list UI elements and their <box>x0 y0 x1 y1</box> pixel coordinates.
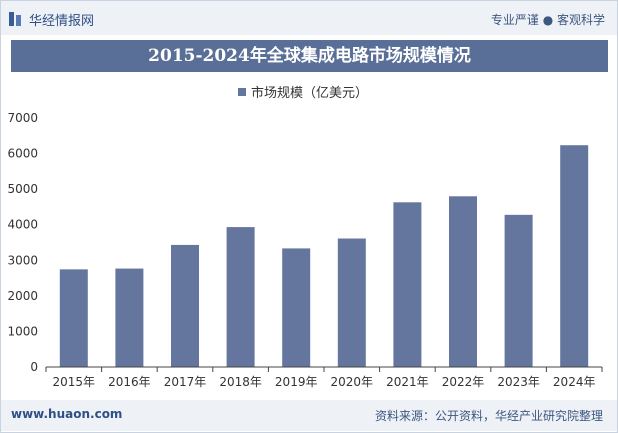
footer-bar: www.huaon.com 资料来源：公开资料，华经产业研究院整理 <box>1 400 617 431</box>
y-tick-label: 2000 <box>7 289 38 303</box>
bar <box>59 269 88 367</box>
bar <box>226 227 255 367</box>
x-tick-label: 2018年 <box>219 375 262 389</box>
x-tick-label: 2023年 <box>497 375 540 389</box>
x-tick-label: 2020年 <box>331 375 374 389</box>
y-tick-label: 5000 <box>7 182 38 196</box>
y-axis: 0 1000 2000 3000 4000 5000 6000 7000 <box>7 111 38 374</box>
x-tick-label: 2019年 <box>275 375 318 389</box>
legend-swatch <box>238 88 246 96</box>
bar <box>393 202 422 367</box>
y-tick-label: 0 <box>30 360 38 374</box>
x-tick-label: 2015年 <box>53 375 96 389</box>
x-tick-label: 2024年 <box>553 375 596 389</box>
y-tick-label: 3000 <box>7 253 38 267</box>
x-tick-label: 2017年 <box>164 375 207 389</box>
bar <box>171 244 199 367</box>
y-tick-label: 4000 <box>7 218 38 232</box>
x-axis: 2015年 2016年 2017年 2018年 2019年 2020年 2021年 2022年… <box>45 366 603 389</box>
legend-label: 市场规模（亿美元） <box>251 85 368 101</box>
header-bar: 华经情报网 专业严谨 ● 客观科学 <box>1 1 617 35</box>
x-tick-label: 2016年 <box>108 375 151 389</box>
legend: 市场规模（亿美元） <box>238 85 368 101</box>
y-tick-label: 1000 <box>7 324 38 338</box>
bar <box>504 214 533 367</box>
source-note: 资料来源：公开资料，华经产业研究院整理 <box>374 409 603 423</box>
x-tick-label: 2022年 <box>442 375 485 389</box>
brand-logo-icon <box>9 12 23 26</box>
bar-chart: 市场规模（亿美元） 01000200030004000500060007000 … <box>7 85 603 389</box>
chart-title: 2015-2024年全球集成电路市场规模情况 <box>11 40 608 72</box>
bar <box>115 268 144 367</box>
bar <box>560 145 589 367</box>
tagline: 专业严谨 ● 客观科学 <box>490 13 605 27</box>
footer-url: www.huaon.com <box>11 407 123 421</box>
bars <box>59 145 589 367</box>
y-tick-label: 6000 <box>7 147 38 161</box>
y-tick-label: 7000 <box>7 111 38 125</box>
brand-name: 华经情报网 <box>29 14 95 29</box>
bar <box>449 196 477 367</box>
bar <box>282 248 311 367</box>
bar <box>337 238 366 367</box>
x-tick-label: 2021年 <box>386 375 429 389</box>
